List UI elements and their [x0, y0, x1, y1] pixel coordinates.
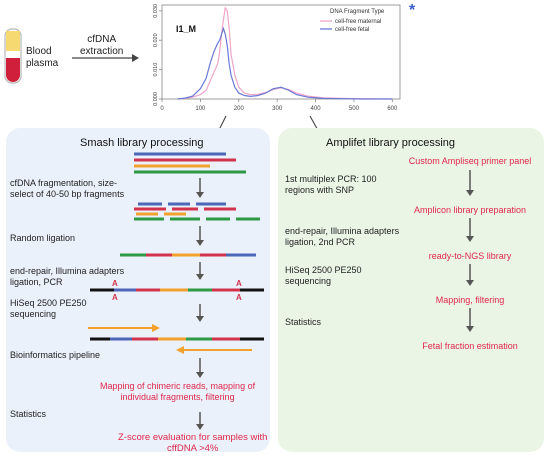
- flow-arrow-6: [196, 412, 204, 430]
- asterisk-mark: *: [409, 2, 416, 19]
- amp-arrow-4: [466, 308, 474, 332]
- blood-plasma-label: Blood plasma: [26, 46, 59, 69]
- flow-arrow-1: [196, 178, 204, 198]
- smash-step-bioinformatics: Bioinformatics pipeline: [10, 350, 101, 360]
- amplifet-flow-fetal-fraction: Fetal fraction estimation: [422, 341, 518, 351]
- amp-arrow-2: [466, 218, 474, 242]
- x-tick-label: 0: [160, 106, 164, 112]
- amp-arrow-1: [466, 170, 474, 196]
- adapter-molecule: A A A A: [90, 279, 264, 302]
- read-reverse-arrow: [176, 346, 252, 354]
- adapter-a-right-bottom: A: [236, 293, 242, 302]
- chart-plot-frame: [161, 4, 401, 100]
- smash-step-statistics: Statistics: [10, 409, 47, 419]
- adapter-a-left: A: [112, 279, 118, 288]
- amplifet-flow-arrows: [466, 170, 474, 332]
- amplifet-flow-mapping: Mapping, filtering: [435, 295, 505, 305]
- amplifet-title: Amplifet library processing: [326, 137, 455, 149]
- y-tick-label: 0.030: [153, 4, 159, 18]
- cfdna-extraction-label: cfDNA extraction: [80, 34, 124, 57]
- amplifet-step-end-repair: end-repair, Illumina adapters ligation, …: [285, 226, 400, 247]
- flow-arrow-3: [196, 262, 204, 280]
- amplifet-step-statistics: Statistics: [285, 317, 322, 327]
- amplifet-panel: [278, 128, 544, 452]
- legend-label-maternal: cell-free maternal: [335, 19, 381, 25]
- x-tick-label: 200: [234, 106, 245, 112]
- y-tick-label: 0.020: [153, 33, 159, 47]
- amplifet-step-sequencing: HiSeq 2500 PE250 sequencing: [285, 265, 362, 286]
- series-line-maternal: [177, 6, 393, 100]
- smash-result-mapping: Mapping of chimeric reads, mapping of in…: [100, 381, 256, 402]
- adapter-a-left-bottom: A: [112, 293, 118, 302]
- series-line-fetal: [177, 26, 393, 100]
- legend-title: DNA Fragment Type: [330, 9, 385, 15]
- fragment-length-chart: 0.000 0.010 0.020 0.030 0 100 200 300 400 500 600…: [140, 2, 406, 122]
- smash-step-ligation: Random ligation: [10, 233, 76, 243]
- x-tick-label: 400: [311, 106, 322, 112]
- extraction-arrow: [72, 54, 139, 62]
- chart-sample-label: I1_M: [176, 24, 196, 34]
- flow-arrow-4: [196, 304, 204, 322]
- x-tick-label: 300: [272, 106, 283, 112]
- amplifet-flow-primer-panel: Custom Ampliseq primer panel: [408, 156, 532, 166]
- blood-tube-icon: [4, 28, 22, 84]
- y-tick-label: 0.010: [153, 63, 159, 77]
- smash-title: Smash library processing: [80, 137, 204, 149]
- amp-arrow-3: [466, 264, 474, 286]
- amplifet-flow-ready-ngs: ready-to-NGS library: [428, 251, 512, 261]
- adapter-a-right: A: [236, 279, 242, 288]
- flow-arrow-5: [196, 358, 204, 378]
- smash-step-end-repair: end-repair, Illumina adapters ligation, …: [10, 266, 125, 287]
- legend-label-fetal: cell-free fetal: [335, 27, 369, 33]
- x-tick-label: 600: [387, 106, 398, 112]
- x-tick-label: 100: [195, 106, 206, 112]
- amplifet-flow-amplicon: Amplicon library preparation: [413, 205, 527, 215]
- smash-step-fragmentation: cfDNA fragmentation, size- select of 40-…: [10, 178, 125, 199]
- read-forward-arrow: [88, 324, 160, 332]
- x-tick-label: 500: [349, 106, 360, 112]
- flow-arrow-2: [196, 226, 204, 246]
- smash-step-sequencing: HiSeq 2500 PE250 sequencing: [10, 298, 87, 319]
- y-tick-label: 0.000: [153, 92, 159, 106]
- smash-result-zscore: Z-score evaluation for samples with cffD…: [118, 432, 268, 454]
- amplifet-step-multiplex: 1st multiplex PCR: 100 regions with SNP: [285, 174, 377, 195]
- smash-fragment-diagram: A A A A: [88, 152, 264, 430]
